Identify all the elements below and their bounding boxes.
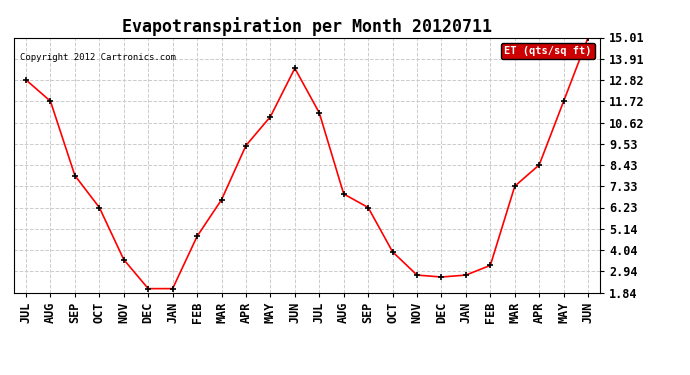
Title: Evapotranspiration per Month 20120711: Evapotranspiration per Month 20120711 [122,17,492,36]
Text: Copyright 2012 Cartronics.com: Copyright 2012 Cartronics.com [19,53,175,62]
Legend: ET (qts/sq ft): ET (qts/sq ft) [502,43,595,59]
